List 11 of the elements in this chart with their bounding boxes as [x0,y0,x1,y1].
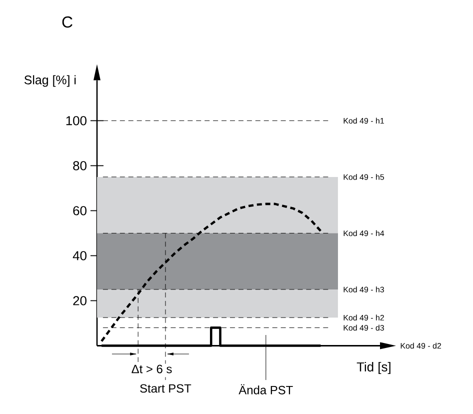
y-tick-label: 20 [73,296,86,306]
text: Ända PST [238,384,293,394]
y-axis-title: Slag [%] i [24,75,76,87]
y-tick-label: 40 [72,251,86,260]
text: Δt > 6 s [132,364,172,374]
x-axis-title: Tid [s] [356,362,390,374]
chart-title: C [62,16,72,28]
y-tick-label: 60 [73,206,86,216]
y-tick-label: 100 [66,116,86,126]
text: Start PST [140,384,192,393]
y-tick-label: 80 [73,161,86,170]
